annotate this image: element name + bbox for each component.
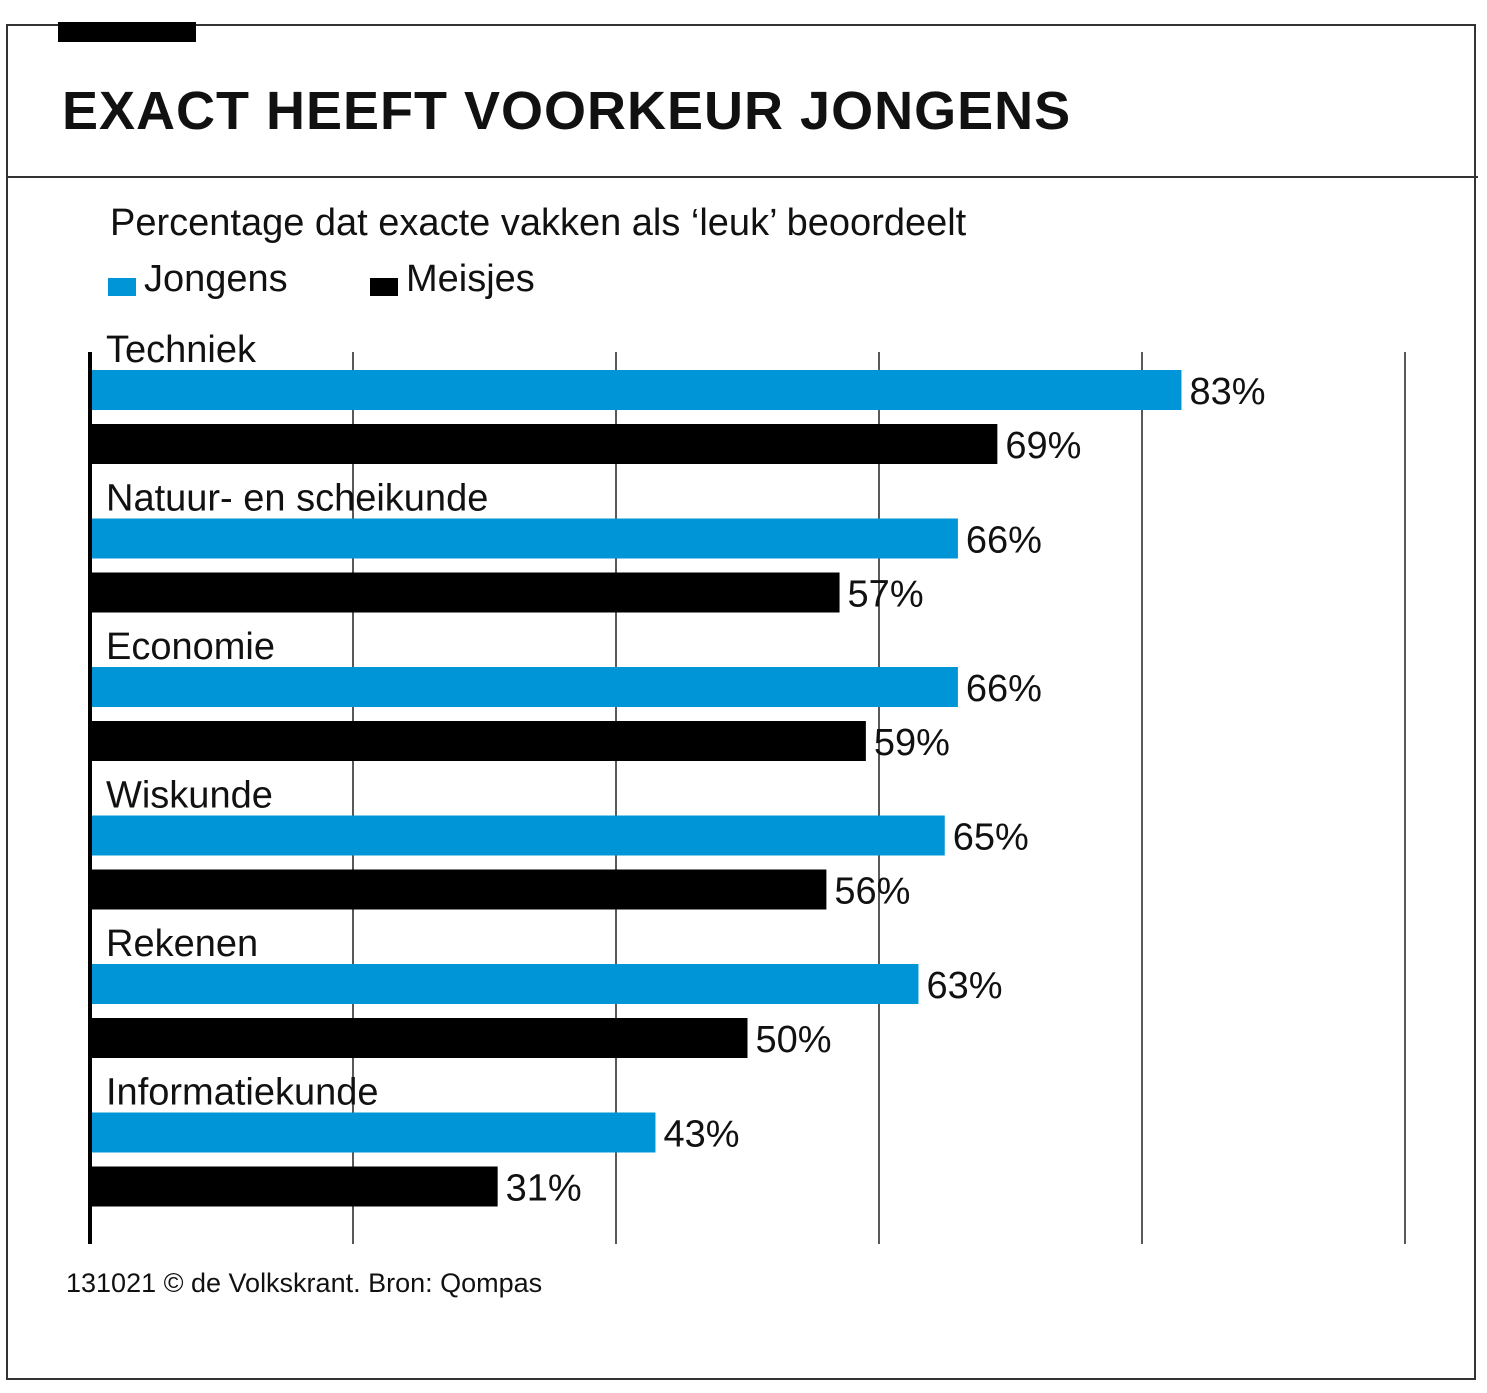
top-accent-bar xyxy=(58,22,196,42)
bar-jongens xyxy=(90,815,945,856)
category-label: Wiskunde xyxy=(106,775,273,817)
bar-meisjes xyxy=(90,424,998,464)
bar-meisjes xyxy=(90,1018,748,1058)
title-divider xyxy=(6,176,1478,178)
category-label: Natuur- en scheikunde xyxy=(106,478,488,520)
category-label: Techniek xyxy=(106,329,257,371)
value-label-jongens: 66% xyxy=(966,520,1042,562)
bar-jongens xyxy=(90,370,1182,410)
bar-meisjes xyxy=(90,1166,498,1207)
chart-title: EXACT HEEFT VOORKEUR JONGENS xyxy=(62,81,1072,141)
legend-label-meisjes: Meisjes xyxy=(406,258,535,300)
value-label-meisjes: 31% xyxy=(506,1168,582,1210)
value-label-meisjes: 57% xyxy=(848,574,924,616)
bar-jongens xyxy=(90,667,958,707)
value-label-meisjes: 56% xyxy=(834,871,910,913)
legend-swatch-meisjes xyxy=(370,278,398,296)
bar-jongens xyxy=(90,964,919,1004)
chart-frame xyxy=(6,24,1476,1380)
bar-jongens xyxy=(90,1112,656,1153)
chart-subtitle: Percentage dat exacte vakken als ‘leuk’ … xyxy=(110,202,967,244)
value-label-meisjes: 50% xyxy=(756,1019,832,1061)
legend-label-jongens: Jongens xyxy=(144,258,288,300)
bar-meisjes xyxy=(90,721,866,761)
value-label-jongens: 83% xyxy=(1189,371,1265,413)
category-label: Economie xyxy=(106,626,275,668)
bar-jongens xyxy=(90,518,958,559)
value-label-jongens: 65% xyxy=(953,817,1029,859)
value-label-jongens: 43% xyxy=(663,1114,739,1156)
value-label-meisjes: 69% xyxy=(1005,425,1081,467)
category-label: Informatiekunde xyxy=(106,1072,379,1114)
value-label-jongens: 66% xyxy=(966,668,1042,710)
value-label-jongens: 63% xyxy=(926,965,1002,1007)
value-label-meisjes: 59% xyxy=(874,722,950,764)
bar-meisjes xyxy=(90,869,827,910)
legend-swatch-jongens xyxy=(108,278,136,296)
source-credit: 131021 © de Volkskrant. Bron: Qompas xyxy=(66,1268,543,1298)
bar-meisjes xyxy=(90,572,840,613)
category-label: Rekenen xyxy=(106,923,258,965)
